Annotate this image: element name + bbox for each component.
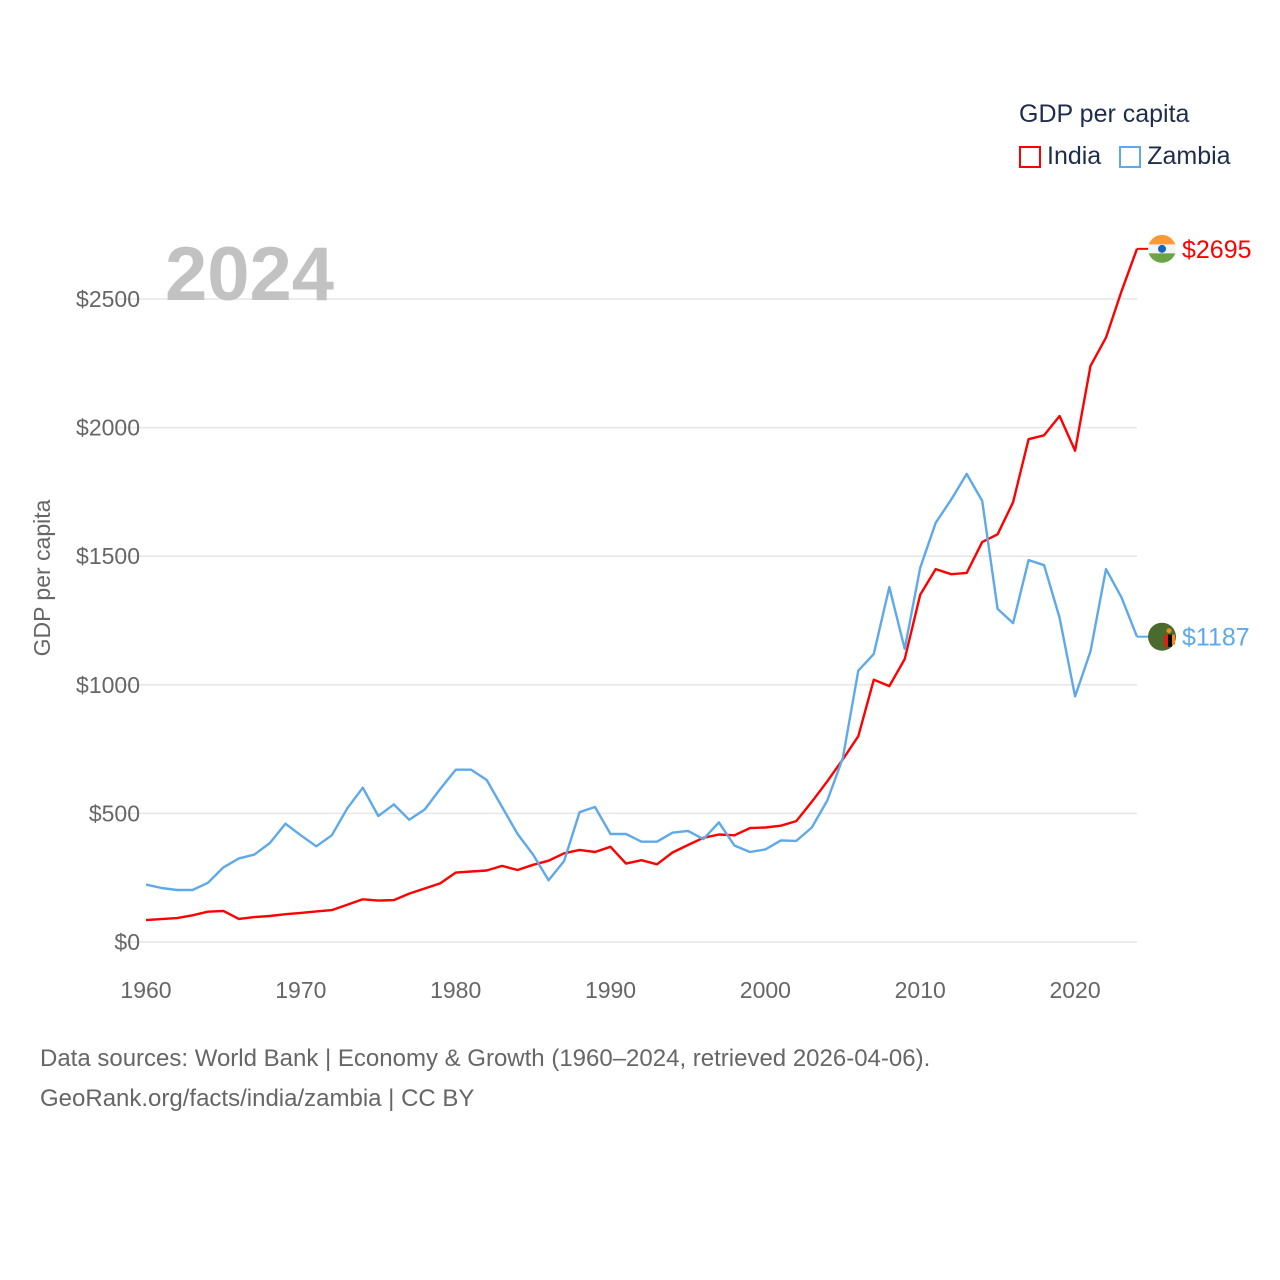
legend-item-zambia[interactable]: Zambia <box>1119 142 1231 171</box>
legend-item-india[interactable]: India <box>1019 142 1101 171</box>
footer-attribution[interactable]: GeoRank.org/facts/india/zambia | CC BY <box>40 1085 475 1112</box>
end-value-label-zambia: $1187 <box>1182 624 1250 652</box>
y-tick-label: $1000 <box>76 672 140 698</box>
x-tick-label: 1980 <box>430 977 481 1003</box>
x-tick-label: 1960 <box>120 977 171 1003</box>
legend-title: GDP per capita <box>1019 100 1190 128</box>
flag-stripe <box>1148 253 1176 263</box>
flag-icon-zambia <box>1148 622 1176 651</box>
y-axis-title: GDP per capita <box>29 499 55 656</box>
x-tick-label: 1970 <box>275 977 326 1003</box>
series-end-markers: $2695 $1187 <box>1137 234 1252 652</box>
grid <box>118 298 1137 943</box>
footer-sources: Data sources: World Bank | Economy & Gro… <box>40 1045 931 1072</box>
legend-swatch-india <box>1019 145 1041 168</box>
x-tick-label: 2010 <box>895 977 946 1003</box>
x-tick-label: 1990 <box>585 977 636 1003</box>
y-tick-label: $2000 <box>76 415 140 441</box>
flag-stripe <box>1168 634 1172 647</box>
chakra-icon <box>1158 244 1166 253</box>
series-line-india <box>145 248 1139 922</box>
series-lines <box>145 248 1139 922</box>
flag-stripe <box>1148 234 1176 245</box>
legend-label: Zambia <box>1147 142 1231 170</box>
india-flag <box>1148 234 1176 263</box>
y-tick-label: $1500 <box>76 543 140 569</box>
series-line-zambia <box>145 472 1139 892</box>
legend: India Zambia <box>1019 142 1231 171</box>
legend-label: India <box>1047 142 1102 170</box>
y-axis-ticks: $0 $500 $1000 $1500 $2000 $2500 <box>76 286 140 955</box>
y-tick-label: $0 <box>114 929 140 955</box>
x-tick-label: 2020 <box>1049 977 1100 1003</box>
flag-stripe <box>1164 634 1168 647</box>
y-tick-label: $2500 <box>76 286 140 312</box>
flag-stripe <box>1172 634 1175 645</box>
x-tick-label: 2000 <box>740 977 791 1003</box>
eagle-icon <box>1166 628 1172 634</box>
flag-icon-india <box>1148 234 1176 263</box>
legend-swatch-zambia <box>1119 145 1142 168</box>
year-watermark: 2024 <box>165 232 334 317</box>
y-tick-label: $500 <box>89 800 140 826</box>
x-axis-ticks: 1960 1970 1980 1990 2000 2010 2020 <box>120 977 1100 1003</box>
end-value-label-india: $2695 <box>1182 236 1252 264</box>
